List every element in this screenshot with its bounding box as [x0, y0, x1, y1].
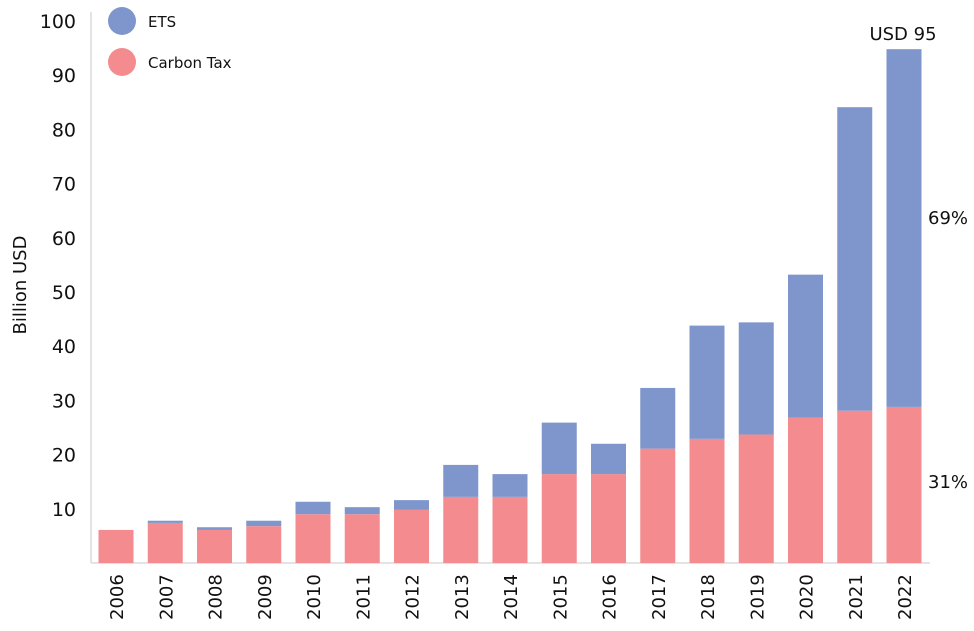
legend-swatch-carbon-tax	[108, 48, 136, 76]
bar-carbon-tax-2017	[640, 448, 676, 563]
x-tick-label: 2011	[353, 574, 374, 620]
y-tick-label: 70	[52, 174, 76, 196]
legend-label-ets: ETS	[148, 13, 176, 31]
bar-ets-2009	[246, 520, 282, 527]
x-tick-label: 2014	[501, 574, 522, 620]
bar-ets-2010	[295, 501, 331, 515]
bar-carbon-tax-2018	[689, 438, 725, 563]
legend-label-carbon-tax: Carbon Tax	[148, 54, 232, 72]
y-tick-label: 90	[52, 65, 76, 87]
y-tick-label: 100	[40, 11, 76, 33]
bar-carbon-tax-2012	[394, 509, 429, 563]
bar-ets-2014	[492, 474, 528, 497]
x-tick-label: 2022	[895, 574, 916, 620]
tax-share-annotation: 31%	[928, 472, 968, 493]
x-tick-label: 2016	[600, 574, 621, 620]
bar-ets-2021	[837, 107, 873, 411]
bar-ets-2019	[738, 322, 774, 435]
x-tick-label: 2017	[649, 574, 670, 620]
bar-ets-2008	[197, 527, 232, 530]
x-tick-label: 2019	[747, 574, 768, 620]
x-tick-label: 2009	[255, 574, 276, 620]
bar-ets-2016	[591, 443, 626, 475]
bar-carbon-tax-2006	[98, 529, 134, 563]
x-tick-label: 2006	[107, 574, 128, 620]
bar-carbon-tax-2016	[591, 474, 626, 563]
bar-carbon-tax-2022	[886, 406, 922, 563]
bar-ets-2022	[886, 49, 922, 407]
x-tick-label: 2012	[403, 574, 424, 620]
x-tick-label: 2015	[550, 574, 571, 620]
bar-carbon-tax-2020	[788, 417, 823, 563]
x-tick-label: 2020	[797, 574, 818, 620]
y-tick-label: 50	[52, 282, 76, 304]
bar-carbon-tax-2014	[492, 496, 528, 563]
x-tick-label: 2013	[452, 574, 473, 620]
x-tick-label: 2021	[846, 574, 867, 620]
bar-ets-2017	[640, 387, 676, 449]
bar-ets-2011	[344, 507, 380, 515]
bar-carbon-tax-2009	[246, 526, 282, 563]
bar-carbon-tax-2019	[738, 434, 774, 563]
bar-ets-2007	[147, 520, 183, 523]
bar-carbon-tax-2021	[837, 410, 873, 563]
bar-ets-2013	[443, 464, 479, 497]
bar-ets-2018	[689, 325, 725, 439]
x-tick-label: 2010	[304, 574, 325, 620]
bar-carbon-tax-2015	[541, 474, 577, 563]
bar-ets-2020	[788, 274, 823, 418]
y-tick-label: 30	[52, 390, 76, 412]
y-axis-label: Billion USD	[10, 236, 31, 335]
x-tick-label: 2018	[698, 574, 719, 620]
legend-swatch-ets	[108, 7, 136, 35]
bar-carbon-tax-2010	[295, 514, 331, 563]
bar-carbon-tax-2013	[443, 496, 479, 563]
total-annotation: USD 95	[869, 24, 936, 45]
x-tick-label: 2007	[156, 574, 177, 620]
y-tick-label: 40	[52, 336, 76, 358]
y-tick-label: 20	[52, 445, 76, 467]
bar-carbon-tax-2007	[147, 522, 183, 563]
bar-ets-2015	[541, 422, 577, 475]
y-tick-label: 80	[52, 119, 76, 141]
bar-carbon-tax-2011	[344, 514, 380, 563]
x-tick-label: 2008	[206, 574, 227, 620]
legend: ETS Carbon Tax	[108, 7, 232, 76]
y-tick-label: 10	[52, 499, 76, 521]
y-tick-label: 60	[52, 228, 76, 250]
bar-carbon-tax-2008	[197, 529, 232, 563]
ets-share-annotation: 69%	[928, 208, 968, 229]
bar-ets-2012	[394, 500, 429, 510]
